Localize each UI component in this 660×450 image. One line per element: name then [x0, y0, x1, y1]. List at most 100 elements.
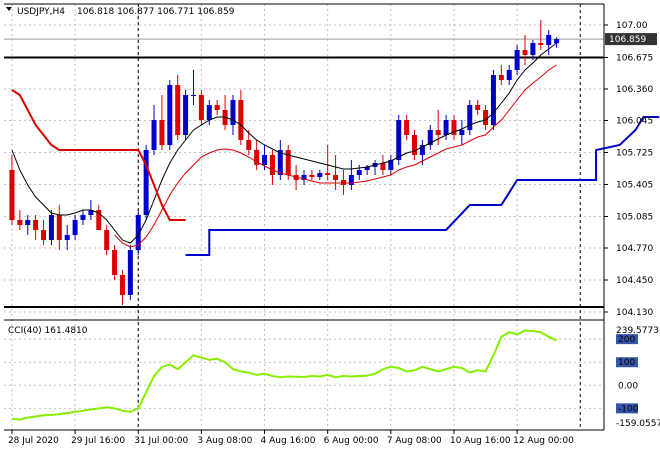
panel-left-edge	[0, 0, 4, 320]
candle-bear	[56, 215, 62, 240]
candle-bull	[72, 220, 78, 235]
candle-bear	[41, 230, 47, 240]
price-tick-label: 105.725	[616, 149, 653, 159]
cci-line	[11, 329, 557, 421]
ohlc-readout: 106.818 106.877 106.771 106.859	[77, 7, 235, 17]
cci-level-tag: 100	[618, 358, 635, 368]
candle-bull	[206, 105, 212, 120]
candle-bull	[167, 85, 173, 145]
resistance-line	[11, 89, 186, 221]
current-price-tag-text: 106.859	[609, 35, 646, 45]
price-tick-label: 104.450	[616, 276, 653, 286]
time-tick-label: 28 Jul 2020	[8, 436, 59, 446]
price-tick-label: 106.675	[616, 54, 653, 64]
candle-bear	[175, 85, 181, 135]
time-tick-label: 31 Jul 00:00	[134, 436, 188, 446]
candle-bear	[333, 175, 339, 180]
candle-bear	[451, 120, 457, 135]
candles	[9, 20, 560, 305]
candle-bull	[530, 43, 536, 55]
grid	[4, 4, 604, 430]
candle-bear	[214, 105, 220, 110]
axes: 107.00 106.675 106.360 106.045 105.725 105.40…	[8, 21, 654, 446]
candle-bull	[230, 100, 236, 125]
cci-level-tag: -100	[618, 404, 639, 414]
candle-bull	[546, 35, 552, 45]
candle-bull	[396, 120, 402, 160]
candle-bear	[309, 175, 315, 177]
cci-level-tag-bg	[616, 357, 638, 368]
candle-bull	[301, 175, 307, 180]
candle-bear	[104, 230, 110, 250]
price-tick-label: 106.360	[616, 85, 653, 95]
candle-bull	[348, 175, 354, 185]
candle-bull	[317, 173, 323, 177]
candle-bull	[183, 95, 189, 135]
cci-min-label: -159.0557	[616, 419, 660, 429]
cci-level-tag-bg	[616, 403, 638, 414]
candle-bear	[246, 140, 252, 150]
support-line	[185, 116, 660, 256]
candle-bull	[356, 170, 362, 175]
price-tick-label: 104.770	[616, 244, 653, 254]
candle-bear	[198, 95, 204, 120]
candle-bull	[514, 50, 520, 70]
fast-moving-average	[11, 42, 557, 244]
candle-bull	[127, 250, 133, 295]
candle-bull	[48, 215, 54, 240]
candle-bull	[427, 130, 433, 145]
price-tick-label: 104.130	[616, 308, 653, 318]
candle-bear	[269, 155, 275, 175]
candle-bear	[498, 75, 504, 80]
cci-max-label: 239.5773	[616, 326, 659, 336]
candle-bull	[506, 70, 512, 80]
candle-bull	[151, 120, 157, 150]
cci-level-tag-bg	[616, 380, 638, 391]
candle-bull	[364, 167, 370, 170]
candle-bear	[380, 163, 386, 170]
time-tick-label: 7 Aug 08:00	[387, 436, 442, 446]
candle-bear	[238, 100, 244, 140]
price-tick-label: 107.00	[616, 21, 648, 31]
candle-bull	[80, 215, 86, 220]
candle-bear	[159, 120, 165, 145]
time-tick-label: 6 Aug 00:00	[324, 436, 379, 446]
time-tick-label: 29 Jul 16:00	[71, 436, 125, 446]
time-tick-label: 3 Aug 08:00	[197, 436, 252, 446]
cci-level-tag: 200	[618, 335, 635, 345]
candle-bull	[88, 210, 94, 215]
candle-bull	[262, 155, 268, 165]
candle-bull	[443, 120, 449, 135]
candle-bear	[9, 170, 15, 220]
candle-bear	[254, 150, 260, 165]
candle-bear	[112, 250, 118, 275]
collapse-triangle-icon[interactable]	[6, 7, 12, 11]
price-tick-label: 106.045	[616, 117, 653, 127]
candle-bear	[285, 150, 291, 175]
candle-bear	[17, 220, 23, 225]
current-price-tag-bg	[605, 33, 657, 46]
price-tick-label: 105.085	[616, 213, 653, 223]
candle-bear	[325, 173, 331, 175]
candle-bear	[538, 43, 544, 45]
candle-bear	[522, 50, 528, 55]
time-tick-label: 12 Aug 00:00	[513, 436, 574, 446]
candle-bull	[277, 150, 283, 175]
cci-level-tag: 0.00	[618, 381, 638, 391]
price-tick-label: 105.405	[616, 181, 653, 191]
candle-bull	[25, 220, 31, 225]
candle-bull	[64, 235, 70, 240]
cci-series	[11, 329, 557, 421]
indicator-lines	[11, 42, 660, 256]
cci-level-tag-bg	[616, 334, 638, 345]
candle-bear	[119, 275, 125, 295]
candle-bull	[135, 215, 141, 250]
candle-bear	[475, 105, 481, 110]
symbol-header: USDJPY,H4	[17, 7, 65, 17]
candle-bear	[435, 130, 441, 135]
candle-bear	[33, 220, 39, 230]
time-tick-label: 4 Aug 16:00	[261, 436, 316, 446]
candle-bear	[483, 110, 489, 125]
candle-bear	[404, 120, 410, 135]
